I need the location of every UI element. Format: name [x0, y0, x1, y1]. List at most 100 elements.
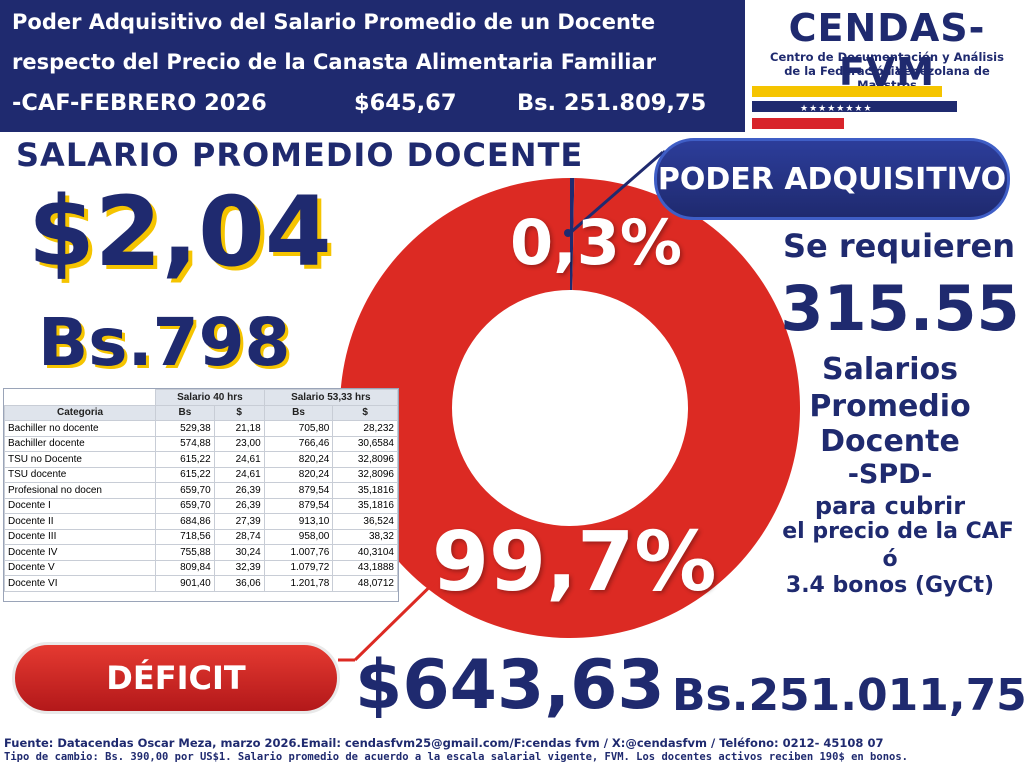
table-col-usd-40: $ [213, 404, 265, 421]
table-row: Profesional no docen 659,70 26,39 879,54 35,… [3, 482, 398, 499]
table-cell-category: Docente III [3, 528, 157, 545]
table-cell-value: 24,61 [213, 466, 265, 483]
table-cell-value: 718,56 [155, 528, 215, 545]
table-group-spacer [4, 389, 156, 405]
header-line-1: Poder Adquisitivo del Salario Promedio d… [12, 10, 656, 34]
table-row: Bachiller no docente 529,38 21,18 705,80 28,… [3, 420, 398, 437]
flag-red-stripe [752, 118, 844, 129]
table-cell-category: TSU docente [3, 466, 157, 483]
salary-table: Salario 40 hrs Salario 53,33 hrs Categor… [3, 389, 399, 592]
poder-percent-label: 0,3% [510, 206, 682, 279]
table-cell-category: Docente I [3, 497, 157, 514]
table-cell-category: Docente V [3, 559, 157, 576]
table-cell-value: 879,54 [263, 482, 334, 499]
deficit-usd: $643,63 [355, 646, 665, 725]
deficit-badge: DÉFICIT [12, 642, 340, 714]
poder-leader-dot [564, 229, 572, 237]
flag-blue-stripe [752, 101, 957, 112]
table-cell-value: 38,32 [332, 528, 398, 545]
table-cell-value: 26,39 [213, 497, 265, 514]
donut-slice-poder [570, 178, 575, 291]
table-cell-value: 766,46 [263, 435, 334, 452]
donut-slice-deficit [340, 178, 801, 639]
table-cell-value: 43,1888 [332, 559, 398, 576]
bonos-text: 3.4 bonos (GyCt) [785, 573, 995, 598]
table-row: Docente V 809,84 32,39 1.079,72 43,1888 [3, 559, 398, 576]
se-requieren: Se requieren [783, 227, 1015, 265]
deficit-bs: Bs.251.011,75 [672, 670, 1024, 721]
docente-word: Docente [820, 424, 960, 459]
table-cell-value: 26,39 [213, 482, 265, 499]
salarios-word: Salarios [822, 352, 958, 387]
table-cell-category: Bachiller docente [3, 435, 157, 452]
table-row: Docente IV 755,88 30,24 1.007,76 40,3104 [3, 544, 398, 561]
header-period: -CAF-FEBRERO 2026 [12, 90, 267, 116]
table-cell-value: 35,1816 [332, 482, 398, 499]
table-cell-value: 32,8096 [332, 451, 398, 468]
table-cell-value: 36,06 [213, 575, 265, 592]
table-cell-value: 574,88 [155, 435, 215, 452]
table-cell-value: 659,70 [155, 497, 215, 514]
table-cell-value: 684,86 [155, 513, 215, 530]
table-cell-value: 529,38 [155, 420, 215, 437]
table-cell-value: 705,80 [263, 420, 334, 437]
table-cell-value: 958,00 [263, 528, 334, 545]
table-cell-category: Docente II [3, 513, 157, 530]
footer-note: Tipo de cambio: Bs. 390,00 por US$1. Sal… [4, 751, 908, 763]
salary-scale-table: Salario 40 hrs Salario 53,33 hrs Categor… [3, 388, 399, 602]
table-cell-value: 36,524 [332, 513, 398, 530]
logo-subtitle-1: Centro de Documentación y Análisis Socia… [770, 50, 1004, 78]
spd-word: -SPD- [847, 459, 933, 490]
table-cell-value: 809,84 [155, 559, 215, 576]
table-cell-value: 40,3104 [332, 544, 398, 561]
table-cell-value: 820,24 [263, 466, 334, 483]
table-cell-value: 1.007,76 [263, 544, 334, 561]
header-caf-usd: $645,67 [354, 90, 457, 116]
table-body: Bachiller no docente 529,38 21,18 705,80 28,… [3, 420, 398, 592]
poder-adquisitivo-label: PODER ADQUISITIVO [657, 161, 1007, 197]
table-row: TSU docente 615,22 24,61 820,24 32,8096 [3, 466, 398, 483]
precio-caf: el precio de la CAF [782, 519, 1014, 544]
o-word: ó [882, 547, 898, 572]
table-cell-value: 48,0712 [332, 575, 398, 592]
table-row: TSU no Docente 615,22 24,61 820,24 32,8096 [3, 451, 398, 468]
table-cell-value: 901,40 [155, 575, 215, 592]
table-row: Docente VI 901,40 36,06 1.201,78 48,0712 [3, 575, 398, 592]
para-cubrir: para cubrir [814, 492, 966, 520]
table-col-usd-53: $ [332, 404, 398, 421]
table-col-bs-40: Bs [155, 404, 215, 421]
table-cell-value: 1.201,78 [263, 575, 334, 592]
poder-leader-line [569, 150, 664, 235]
deficit-percent-label: 99,7% [432, 515, 717, 610]
flag-stars: ★★★★★★★★ [800, 104, 873, 114]
promedio-word: Promedio [809, 389, 971, 424]
table-cell-value: 27,39 [213, 513, 265, 530]
deficit-leader-line [353, 563, 454, 662]
table-cell-value: 32,39 [213, 559, 265, 576]
table-cell-value: 32,8096 [332, 466, 398, 483]
flag-yellow-stripe [752, 86, 942, 97]
table-cell-value: 1.079,72 [263, 559, 334, 576]
footer-source: Fuente: Datacendas Oscar Meza, marzo 202… [4, 736, 884, 750]
cendas-logo [750, 0, 1024, 140]
table-cell-value: 24,61 [213, 451, 265, 468]
table-row: Docente II 684,86 27,39 913,10 36,524 [3, 513, 398, 530]
table-cell-value: 879,54 [263, 497, 334, 514]
table-cell-category: Profesional no docen [3, 482, 157, 499]
salarios-count: 315.55 [780, 272, 1020, 345]
salary-usd: $2,04 [28, 176, 332, 288]
table-cell-value: 28,232 [332, 420, 398, 437]
header-caf-bs: Bs. 251.809,75 [517, 90, 707, 116]
table-cell-value: 913,10 [263, 513, 334, 530]
table-col-bs-53: Bs [263, 404, 334, 421]
table-cell-value: 755,88 [155, 544, 215, 561]
table-cell-value: 30,24 [213, 544, 265, 561]
table-cell-value: 21,18 [213, 420, 265, 437]
table-cell-value: 28,74 [213, 528, 265, 545]
salary-title: SALARIO PROMEDIO DOCENTE [16, 136, 584, 174]
poder-adquisitivo-badge: PODER ADQUISITIVO [654, 138, 1010, 220]
table-header-row: Categoria Bs $ Bs $ [3, 404, 398, 421]
table-cell-value: 615,22 [155, 466, 215, 483]
table-cell-value: 35,1816 [332, 497, 398, 514]
